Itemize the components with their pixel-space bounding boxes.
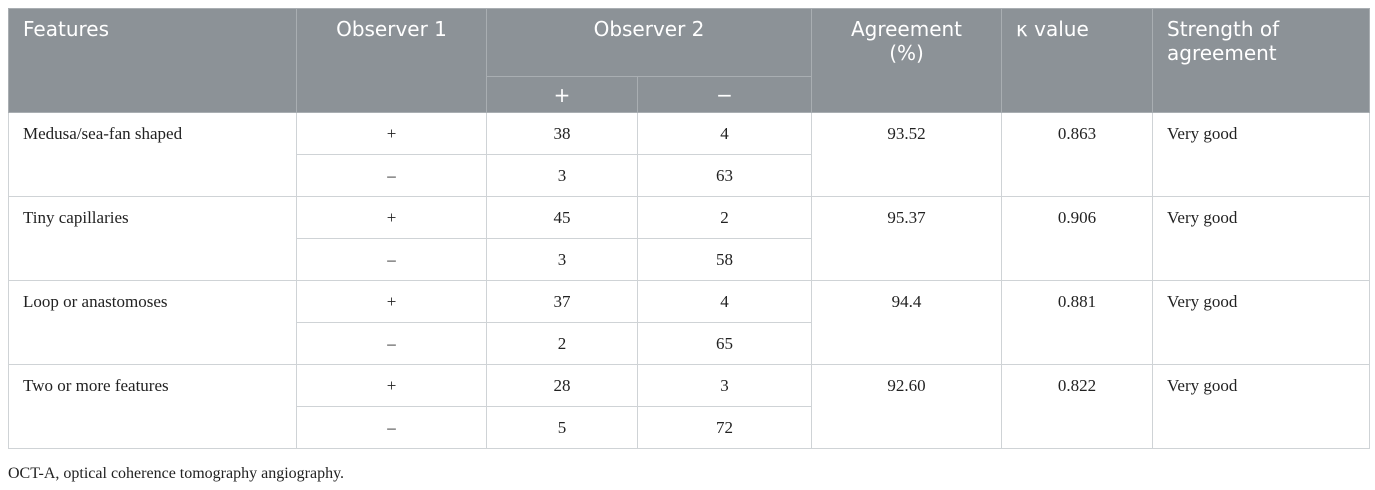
header-row: Features Observer 1 Observer 2 Agreement… — [8, 8, 1370, 113]
table-row: –5 72 — [9, 406, 1370, 449]
count-cell: – — [296, 154, 487, 197]
count-cell: 63 — [637, 154, 812, 197]
count-cell: 5 — [486, 406, 638, 449]
count-cell: – — [296, 322, 487, 365]
footnote: OCT-A, optical coherence tomography angi… — [8, 465, 345, 482]
table-row: Tiny capillaries +45 2 95.37 0.906 Very good — [8, 196, 1370, 281]
kappa-cell: 0.906 — [1001, 196, 1153, 281]
count-cell: 3 — [486, 154, 638, 197]
strength-cell: Very good — [1152, 280, 1370, 365]
count-cell: 3 — [486, 238, 638, 281]
header-cell: + — [486, 76, 638, 113]
agreement-table: Features Observer 1 Observer 2 Agreement… — [8, 8, 1370, 449]
count-cell: + — [296, 196, 487, 239]
header-cell: Strength of agreement — [1152, 8, 1370, 113]
header-text: Agreement (%) — [850, 17, 963, 65]
count-cell: + — [296, 112, 487, 155]
kappa-cell: 0.881 — [1001, 280, 1153, 365]
header-cell: Observer 1 — [296, 8, 487, 113]
agreement-cell: 94.4 — [811, 280, 1002, 365]
count-cell: 28 — [486, 364, 638, 407]
header-cell: Agreement (%) — [811, 8, 1002, 113]
table-row: –3 63 — [9, 154, 1370, 197]
table-row: Two or more features +28 3 92.60 0.822 Very g… — [8, 364, 1370, 449]
strength-cell: Very good — [1152, 364, 1370, 449]
count-cell: 37 — [486, 280, 638, 323]
count-cell: 38 — [486, 112, 638, 155]
header-row: + − — [9, 76, 1370, 113]
count-cell: 45 — [486, 196, 638, 239]
kappa-cell: 0.863 — [1001, 112, 1153, 197]
agreement-cell: 92.60 — [811, 364, 1002, 449]
header-cell: − — [637, 76, 812, 113]
table-row: Loop or anastomoses +37 4 94.4 0.881 Very goo… — [8, 280, 1370, 365]
header-cell: κ value — [1001, 8, 1153, 113]
count-cell: – — [296, 238, 487, 281]
count-cell: 3 — [637, 364, 812, 407]
table-row: Medusa/sea-fan shaped +38 4 93.52 0.863 Very … — [8, 112, 1370, 197]
count-cell: 4 — [637, 280, 812, 323]
table-body: Medusa/sea-fan shaped +38 4 93.52 0.863 Very … — [8, 112, 1370, 449]
count-cell: 2 — [486, 322, 638, 365]
feature-cell: Loop or anastomoses — [8, 280, 297, 365]
count-cell: 4 — [637, 112, 812, 155]
count-cell: 65 — [637, 322, 812, 365]
count-cell: + — [296, 364, 487, 407]
table-header: Features Observer 1 Observer 2 Agreement… — [8, 8, 1370, 113]
agreement-cell: 95.37 — [811, 196, 1002, 281]
strength-cell: Very good — [1152, 196, 1370, 281]
strength-cell: Very good — [1152, 112, 1370, 197]
count-cell: – — [296, 406, 487, 449]
count-cell: 2 — [637, 196, 812, 239]
agreement-cell: 93.52 — [811, 112, 1002, 197]
feature-cell: Medusa/sea-fan shaped — [8, 112, 297, 197]
feature-cell: Tiny capillaries — [8, 196, 297, 281]
feature-cell: Two or more features — [8, 364, 297, 449]
header-cell: Observer 2 — [486, 8, 812, 77]
count-cell: 72 — [637, 406, 812, 449]
count-cell: 58 — [637, 238, 812, 281]
table-row: –2 65 — [9, 322, 1370, 365]
kappa-cell: 0.822 — [1001, 364, 1153, 449]
count-cell: + — [296, 280, 487, 323]
header-cell: Features — [8, 8, 297, 113]
